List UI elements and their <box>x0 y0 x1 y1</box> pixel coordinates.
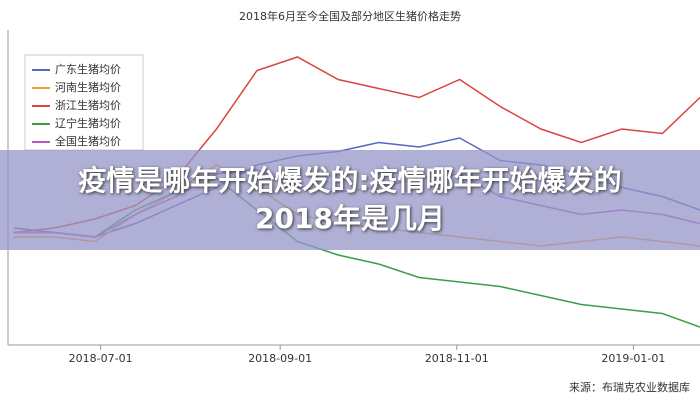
legend-label: 全国生猪均价 <box>55 134 121 148</box>
x-tick-label: 2018-07-01 <box>69 352 133 365</box>
legend-label: 辽宁生猪均价 <box>55 116 121 130</box>
x-tick-label: 2019-01-01 <box>601 352 665 365</box>
legend-label: 浙江生猪均价 <box>55 98 121 112</box>
chart-title: 2018年6月至今全国及部分地区生猪价格走势 <box>239 9 461 23</box>
x-tick-label: 2018-09-01 <box>248 352 312 365</box>
overlay-title: 疫情是哪年开始爆发的:疫情哪年开始爆发的2018年是几月 <box>78 164 622 235</box>
x-tick-label: 2018-11-01 <box>425 352 489 365</box>
overlay-band: 疫情是哪年开始爆发的:疫情哪年开始爆发的2018年是几月 <box>0 150 700 250</box>
source: 来源：布瑞克农业数据库 <box>569 380 690 394</box>
legend-label: 河南生猪均价 <box>55 80 121 94</box>
legend-label: 广东生猪均价 <box>55 62 121 76</box>
